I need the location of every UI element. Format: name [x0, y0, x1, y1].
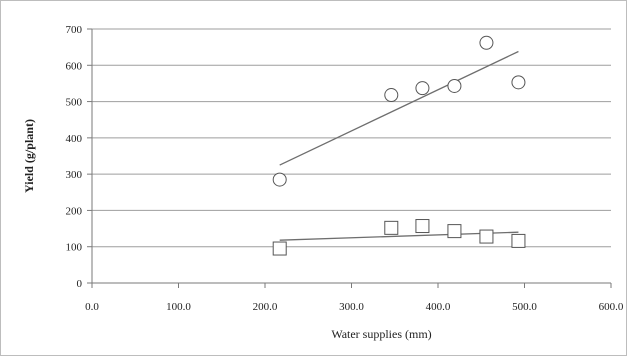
circle-point-5	[511, 75, 526, 90]
x-tick-label-300.0: 300.0	[339, 301, 364, 313]
circle-point-4	[479, 35, 494, 50]
trendline-square	[279, 231, 519, 241]
y-tick-label-700: 700	[66, 24, 83, 36]
square-point-5	[511, 233, 526, 248]
y-tick-label-500: 500	[66, 97, 83, 109]
y-tick-label-400: 400	[66, 133, 83, 145]
square-point-4	[479, 229, 494, 244]
data-markers	[272, 35, 526, 256]
axes	[87, 28, 612, 288]
square-point-2	[415, 219, 430, 234]
circle-point-1	[384, 88, 399, 103]
square-point-1	[384, 220, 399, 235]
y-tick-label-0: 0	[77, 278, 83, 290]
circle-point-0	[272, 172, 287, 187]
x-tick-label-600.0: 600.0	[599, 301, 624, 313]
y-tick-label-300: 300	[66, 169, 83, 181]
y-tick-label-100: 100	[66, 242, 83, 254]
tick-labels: 0 100 200 300 400 500 600 700 0.0 100.0 200.0 300.0…	[66, 24, 624, 313]
trendlines	[279, 50, 519, 241]
y-tick-label-200: 200	[66, 205, 83, 217]
x-axis-title: Water supplies (mm)	[331, 327, 431, 341]
square-point-0	[272, 241, 287, 256]
x-tick-label-400.0: 400.0	[426, 301, 451, 313]
x-tick-label-500.0: 500.0	[512, 301, 537, 313]
circle-point-2	[415, 81, 430, 96]
circle-point-3	[447, 78, 462, 93]
y-tick-label-600: 600	[66, 60, 83, 72]
grid-lines	[92, 28, 611, 248]
square-point-3	[447, 224, 462, 239]
x-tick-label-100.0: 100.0	[166, 301, 191, 313]
x-tick-label-200.0: 200.0	[253, 301, 278, 313]
y-axis-title: Yield (g/plant)	[22, 119, 36, 193]
x-tick-label-0.0: 0.0	[85, 301, 99, 313]
trendline-circle	[279, 50, 519, 166]
